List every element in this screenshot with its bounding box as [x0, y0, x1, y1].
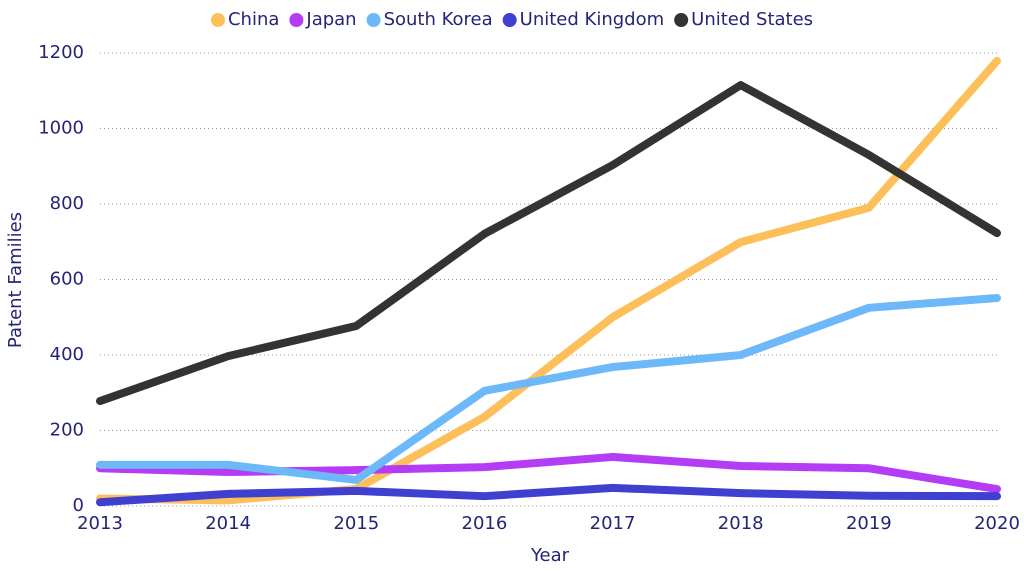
- legend-marker: [502, 13, 517, 27]
- legend-label: South Korea: [384, 9, 493, 30]
- x-axis-title: Year: [530, 545, 570, 566]
- x-tick-label: 2019: [846, 513, 892, 534]
- legend-label: United States: [691, 9, 813, 30]
- x-tick-label: 2017: [590, 513, 636, 534]
- series-line: [96, 483, 1001, 507]
- legend-label: China: [228, 9, 279, 30]
- y-tick-label: 0: [73, 495, 84, 516]
- y-tick-label: 600: [50, 269, 84, 290]
- series-line: [96, 56, 1001, 505]
- y-tick-label: 800: [50, 193, 84, 214]
- series-line: [96, 293, 1001, 484]
- legend-marker: [289, 13, 304, 27]
- legend: China Japan South Korea United Kingdom Unite…: [210, 9, 813, 30]
- x-tick-label: 2016: [462, 513, 508, 534]
- x-tick-label: 2015: [333, 513, 379, 534]
- x-tick-label: 2020: [974, 513, 1020, 534]
- x-tick-label: 2013: [77, 513, 123, 534]
- series-line: [96, 452, 1001, 494]
- y-tick-label: 1200: [38, 42, 84, 63]
- y-tick-label: 400: [50, 344, 84, 365]
- legend-marker: [210, 13, 225, 27]
- legend-label: United Kingdom: [520, 9, 664, 30]
- x-tick-label: 2014: [205, 513, 251, 534]
- y-tick-label: 200: [50, 420, 84, 441]
- y-axis-title: Patent Families: [5, 212, 26, 348]
- legend-marker: [366, 13, 381, 27]
- x-tick-label: 2018: [718, 513, 764, 534]
- y-tick-label: 1000: [38, 118, 84, 139]
- legend-marker: [674, 13, 689, 27]
- series-line: [96, 81, 1001, 406]
- legend-label: Japan: [305, 9, 356, 30]
